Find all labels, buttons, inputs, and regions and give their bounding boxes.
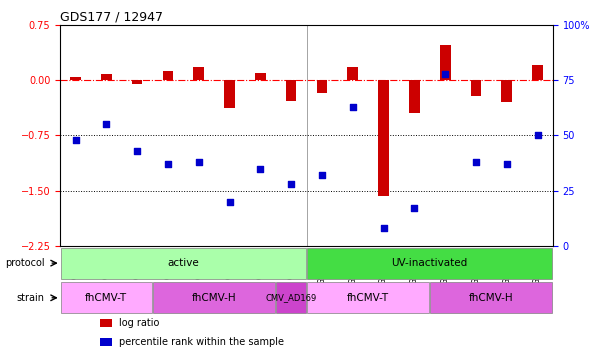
Point: [441, 71, 450, 76]
Point: [255, 166, 265, 171]
Text: strain: strain: [17, 293, 44, 303]
Text: fhCMV-T: fhCMV-T: [347, 293, 389, 303]
Point: [102, 121, 111, 127]
Bar: [132, 80, 142, 84]
Bar: [285, 80, 296, 101]
FancyBboxPatch shape: [61, 282, 152, 313]
Bar: [378, 80, 389, 196]
Bar: [100, 319, 112, 327]
Point: [502, 161, 511, 167]
Point: [348, 104, 358, 110]
Text: protocol: protocol: [5, 258, 44, 268]
Bar: [100, 338, 112, 346]
Bar: [317, 80, 328, 94]
Text: fhCMV-H: fhCMV-H: [469, 293, 514, 303]
Point: [532, 132, 542, 138]
Bar: [70, 76, 81, 80]
Point: [132, 148, 142, 154]
Bar: [440, 45, 451, 80]
FancyBboxPatch shape: [61, 247, 306, 279]
Point: [317, 172, 327, 178]
Point: [379, 225, 388, 231]
FancyBboxPatch shape: [276, 282, 306, 313]
Point: [71, 137, 81, 143]
Text: active: active: [168, 258, 199, 268]
Point: [225, 199, 234, 205]
Bar: [409, 80, 419, 113]
Bar: [532, 65, 543, 80]
FancyBboxPatch shape: [307, 247, 552, 279]
Bar: [162, 71, 173, 80]
FancyBboxPatch shape: [430, 282, 552, 313]
FancyBboxPatch shape: [153, 282, 275, 313]
Point: [163, 161, 172, 167]
Point: [286, 181, 296, 187]
Text: CMV_AD169: CMV_AD169: [266, 293, 317, 302]
Bar: [101, 74, 112, 80]
Point: [409, 205, 419, 211]
Text: UV-inactivated: UV-inactivated: [392, 258, 468, 268]
Bar: [501, 80, 512, 102]
Text: log ratio: log ratio: [119, 318, 160, 328]
Bar: [471, 80, 481, 96]
Bar: [347, 67, 358, 80]
Bar: [194, 67, 204, 80]
Text: GDS177 / 12947: GDS177 / 12947: [60, 11, 163, 24]
Bar: [224, 80, 235, 108]
Text: fhCMV-T: fhCMV-T: [85, 293, 127, 303]
FancyBboxPatch shape: [307, 282, 429, 313]
Point: [471, 159, 481, 165]
Point: [194, 159, 204, 165]
Text: percentile rank within the sample: percentile rank within the sample: [119, 337, 284, 347]
Bar: [255, 73, 266, 80]
Text: fhCMV-H: fhCMV-H: [192, 293, 236, 303]
